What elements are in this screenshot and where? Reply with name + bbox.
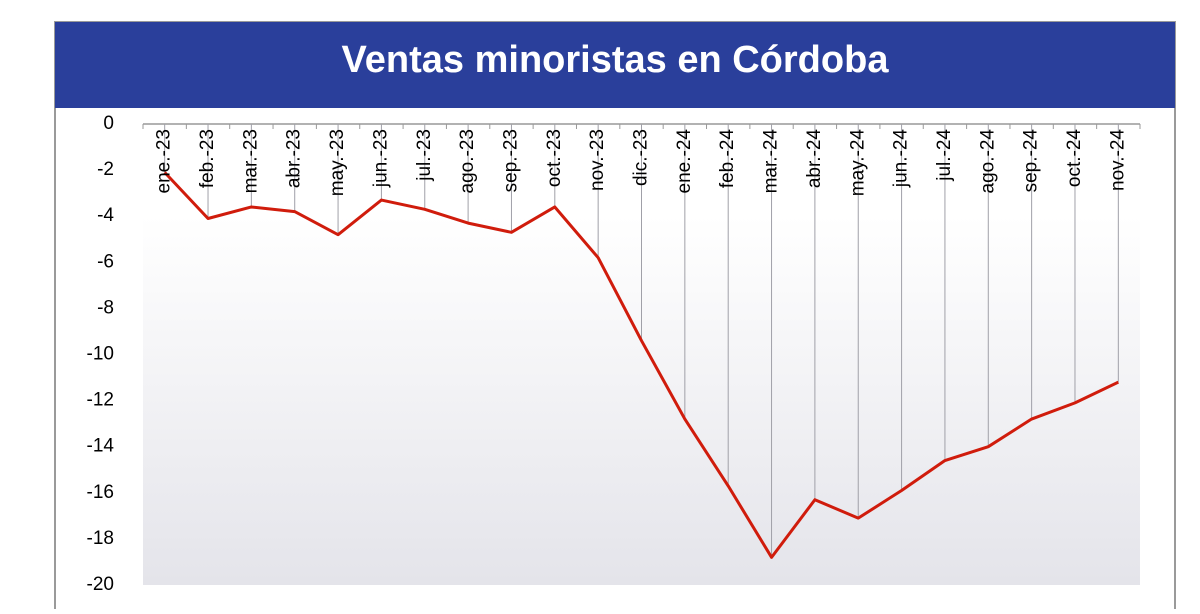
x-tick-label: feb.-23 — [197, 129, 218, 188]
x-tick-label: abr.-24 — [804, 129, 825, 189]
x-tick-label: sep.-23 — [500, 129, 521, 192]
y-tick-label: -10 — [87, 344, 114, 365]
x-tick-label: may.-24 — [847, 129, 868, 197]
x-tick-label: ago.-24 — [977, 129, 998, 194]
x-tick-label: jun.-24 — [891, 129, 912, 189]
x-tick-label: nov.-24 — [1107, 129, 1128, 191]
y-tick-label: -14 — [87, 436, 115, 457]
x-tick-label: dic.-23 — [631, 129, 652, 186]
chart-title: Ventas minoristas en Córdoba — [342, 39, 890, 81]
series-line — [163, 171, 1119, 559]
x-tick-label: jul.-24 — [934, 129, 955, 182]
x-tick-label: abr.-23 — [284, 129, 305, 188]
x-tick-label: ene.-23 — [154, 129, 175, 193]
x-tick-label: jul.-23 — [414, 129, 435, 182]
y-tick-label: -4 — [97, 205, 114, 226]
x-tick-label: sep.-24 — [1021, 129, 1042, 193]
y-tick-label: -18 — [87, 528, 114, 549]
x-tick-label: may.-23 — [327, 129, 348, 196]
x-tick-label: oct.-23 — [544, 129, 565, 187]
title-bar — [55, 22, 1175, 108]
x-tick-label: nov.-23 — [587, 129, 608, 191]
y-tick-label: -6 — [97, 251, 114, 272]
y-tick-label: -16 — [87, 482, 114, 503]
x-tick-label: mar.-23 — [240, 129, 261, 193]
x-tick-label: feb.-24 — [717, 129, 738, 189]
x-tick-label: ago.-23 — [457, 129, 478, 193]
x-tick-label: oct.-24 — [1064, 129, 1085, 188]
y-tick-label: -2 — [97, 159, 114, 180]
x-tick-label: jun.-23 — [370, 129, 391, 188]
y-tick-label: -12 — [87, 390, 114, 411]
x-tick-label: mar.-24 — [761, 129, 782, 194]
y-tick-label: -8 — [97, 297, 114, 318]
x-tick-label: ene.-24 — [674, 129, 695, 194]
y-tick-label: -20 — [87, 574, 114, 595]
y-tick-label: 0 — [103, 113, 114, 134]
